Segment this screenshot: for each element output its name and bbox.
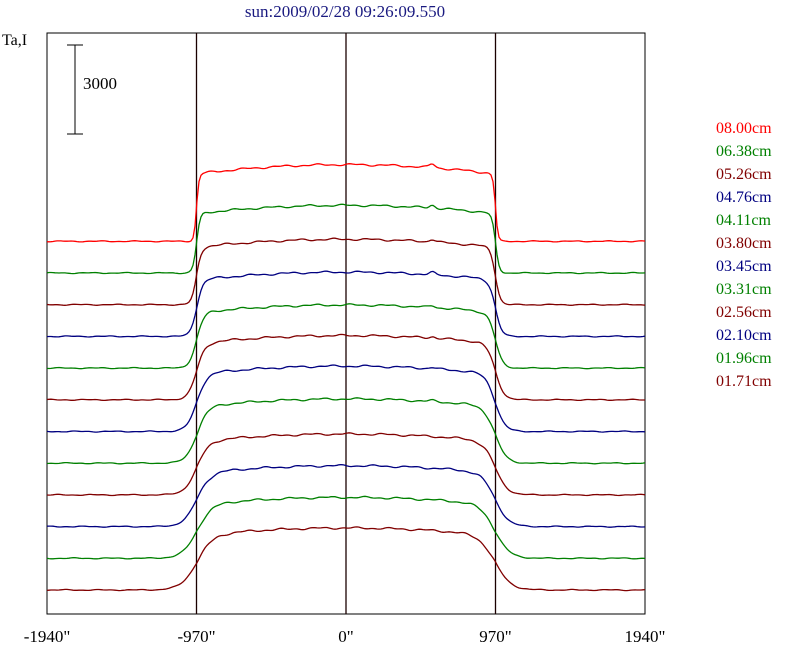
series-line-03.80cm: [46, 333, 645, 402]
series-curves: [46, 163, 646, 592]
series-line-06.38cm: [46, 203, 646, 275]
legend-entry-05.26cm: 05.26cm: [716, 166, 772, 183]
scale-bar-label: 3000: [83, 74, 117, 93]
series-line-02.10cm: [46, 463, 646, 528]
legend: 08.00cm 06.38cm 05.26cm 04.76cm 04.11cm 03.80…: [716, 120, 772, 390]
x-tick-label-3: 970": [479, 627, 511, 646]
scale-bar: 3000: [67, 44, 117, 135]
series-line-03.45cm: [46, 364, 646, 433]
y-axis-label: Ta,I: [2, 32, 28, 49]
legend-entry-03.31cm: 03.31cm: [716, 281, 772, 298]
legend-entry-03.45cm: 03.45cm: [716, 258, 772, 275]
legend-entry-08.00cm: 08.00cm: [716, 120, 772, 137]
legend-entry-03.80cm: 03.80cm: [716, 235, 772, 252]
series-line-01.71cm: [46, 526, 646, 592]
legend-entry-01.71cm: 01.71cm: [716, 373, 772, 390]
legend-entry-04.76cm: 04.76cm: [716, 189, 772, 206]
series-line-04.76cm: [46, 270, 646, 338]
legend-entry-01.96cm: 01.96cm: [716, 350, 772, 367]
series-line-04.11cm: [46, 303, 646, 370]
legend-entry-02.56cm: 02.56cm: [716, 304, 772, 321]
x-tick-label-0: -1940": [24, 627, 71, 646]
x-tick-labels: -1940" -970" 0" 970" 1940": [24, 627, 666, 646]
vertical-markers: [195, 33, 497, 614]
legend-entry-04.11cm: 04.11cm: [716, 212, 772, 229]
series-line-08.00cm: [46, 163, 646, 243]
x-tick-label-4: 1940": [625, 627, 666, 646]
legend-entry-06.38cm: 06.38cm: [716, 143, 772, 160]
series-line-05.26cm: [46, 237, 646, 306]
chart-title: sun:2009/02/28 09:26:09.550: [244, 2, 446, 21]
series-line-03.31cm: [46, 397, 646, 465]
x-tick-label-2: 0": [338, 627, 353, 646]
series-line-01.96cm: [46, 495, 646, 560]
series-line-02.56cm: [46, 432, 646, 497]
legend-entry-02.10cm: 02.10cm: [716, 327, 772, 344]
x-tick-label-1: -970": [177, 627, 215, 646]
